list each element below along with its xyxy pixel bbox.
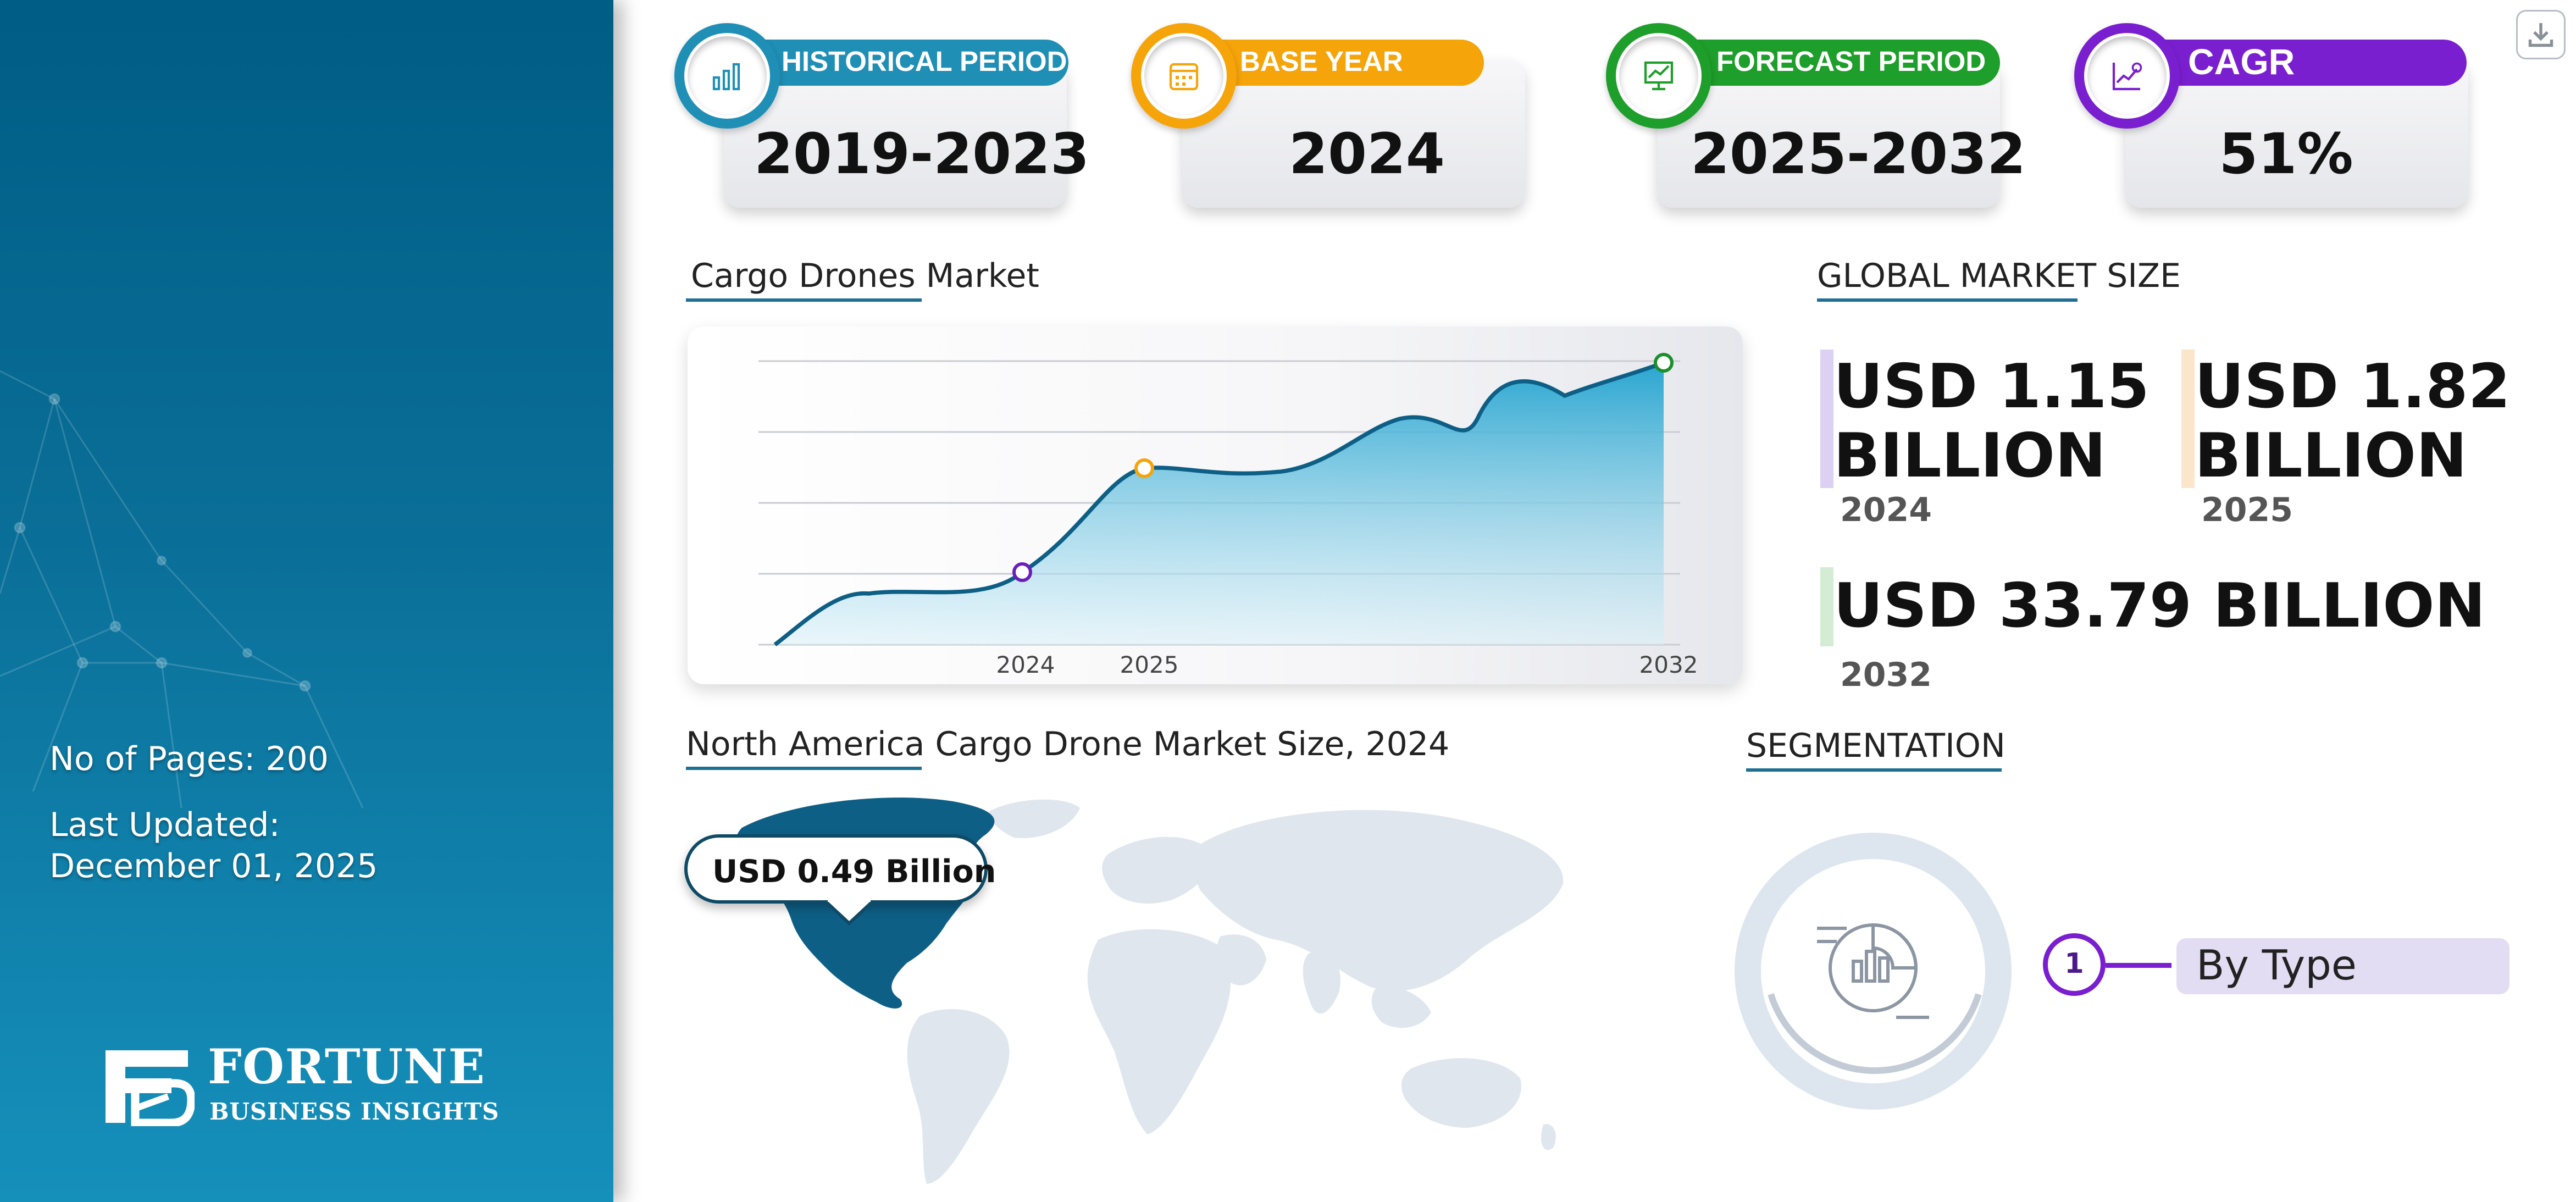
- segment-number: 1: [2043, 933, 2106, 996]
- section-underline: [1817, 298, 2078, 302]
- kpi-label-text: FORECAST PERIOD: [1716, 46, 1986, 77]
- market-area-fill: [775, 363, 1664, 645]
- north-america-value-callout: USD 0.49 Billion: [684, 834, 996, 904]
- download-button[interactable]: [2516, 10, 2566, 59]
- kpi-label: CAGR: [2125, 40, 2467, 86]
- kpi-icon-holder: [1619, 36, 1698, 115]
- segment-connector: [2106, 963, 2171, 968]
- other-continents: [907, 799, 1564, 1184]
- section-underline: [686, 298, 922, 302]
- download-icon: [2528, 23, 2553, 47]
- growth-chart-icon: [2112, 62, 2142, 91]
- kpi-icon-holder: [2087, 36, 2167, 115]
- kpi-label-text: HISTORICAL PERIOD: [782, 46, 1067, 77]
- section-underline: [686, 767, 922, 770]
- europe: [1102, 837, 1211, 904]
- australia: [1401, 1058, 1521, 1128]
- south-america: [907, 1009, 1010, 1184]
- market-size-title: GLOBAL MARKET SIZE: [1817, 256, 2181, 295]
- sidebar-panel: No of Pages: 200 Last Updated: December …: [0, 0, 613, 1202]
- kpi-icon-ring: [674, 23, 780, 129]
- chart-section-title: Cargo Drones Market: [691, 256, 1039, 295]
- kpi-value: 51%: [2219, 122, 2353, 188]
- kpi-label: FORECAST PERIOD: [1657, 40, 2000, 86]
- arabia: [1216, 934, 1266, 985]
- fortune-business-insights-logo: FORTUNE BUSINESS INSIGHTS: [99, 1039, 511, 1136]
- kpi-value: 2024: [1289, 122, 1445, 188]
- segment-by-type[interactable]: By Type: [2176, 938, 2509, 994]
- segment-shadow-arc: [1768, 993, 1982, 1074]
- forecast-icon: [1644, 61, 1674, 91]
- logo-name: FORTUNE: [208, 1039, 486, 1095]
- section-underline: [1746, 768, 2002, 772]
- kpi-value: 2019-2023: [754, 122, 1090, 188]
- point-2032: [1654, 353, 1674, 373]
- southeast-asia: [1371, 987, 1431, 1028]
- fbi-logo-icon: [106, 1050, 195, 1126]
- india: [1303, 952, 1341, 1014]
- market-size-value-line1: USD 33.79 BILLION: [1833, 570, 2486, 641]
- x-tick-2025: 2025: [1120, 651, 1179, 678]
- market-size-year: 2032: [1840, 655, 1932, 694]
- calendar-icon: [1169, 63, 1199, 91]
- asia: [1193, 810, 1564, 991]
- market-size-value-line2: BILLION: [2195, 420, 2467, 491]
- segmentation-title: SEGMENTATION: [1746, 725, 2006, 765]
- market-area-chart: 2024 2025 2032: [758, 353, 1698, 678]
- last-updated-label: Last Updated:: [49, 805, 280, 844]
- market-size-year: 2025: [2201, 490, 2294, 529]
- market-trend-line: [773, 361, 1665, 646]
- point-2025: [1134, 458, 1154, 478]
- kpi-icon-ring: [1606, 23, 1711, 129]
- market-size-value-line1: USD 1.82: [2195, 351, 2511, 422]
- market-size-value-line2: BILLION: [1833, 420, 2106, 491]
- kpi-icon-ring: [2074, 23, 2180, 129]
- kpi-value: 2025-2032: [1690, 122, 2026, 188]
- kpi-icon-holder: [688, 36, 767, 115]
- x-tick-2032: 2032: [1639, 651, 1698, 678]
- greenland: [989, 799, 1080, 838]
- new-zealand: [1541, 1124, 1556, 1150]
- market-size-year: 2024: [1840, 490, 1932, 529]
- market-size-accent-bar: [2181, 350, 2195, 488]
- x-tick-2024: 2024: [996, 651, 1055, 678]
- map-section-title: North America Cargo Drone Market Size, 2…: [686, 724, 1450, 763]
- kpi-icon-ring: [1131, 23, 1237, 129]
- logo-subtitle: BUSINESS INSIGHTS: [209, 1100, 500, 1126]
- kpi-label: HISTORICAL PERIOD: [725, 40, 1068, 86]
- kpi-label-text: CAGR: [2188, 41, 2295, 82]
- analytics-icon: [1817, 923, 1929, 1019]
- africa: [1087, 929, 1231, 1134]
- bar-chart-icon: [712, 63, 740, 91]
- market-size-accent-bar: [1820, 350, 1833, 488]
- kpi-label-text: BASE YEAR: [1240, 46, 1403, 77]
- last-updated-date: December 01, 2025: [49, 846, 378, 885]
- callout-pointer: [824, 900, 874, 926]
- segmentation-graphic: [1735, 833, 2012, 1110]
- point-2024: [1012, 562, 1032, 582]
- kpi-icon-holder: [1144, 36, 1223, 115]
- market-size-value-line1: USD 1.15: [1833, 351, 2150, 422]
- network-pattern: [0, 370, 364, 808]
- market-size-accent-bar: [1820, 567, 1833, 646]
- page-count: No of Pages: 200: [49, 739, 329, 778]
